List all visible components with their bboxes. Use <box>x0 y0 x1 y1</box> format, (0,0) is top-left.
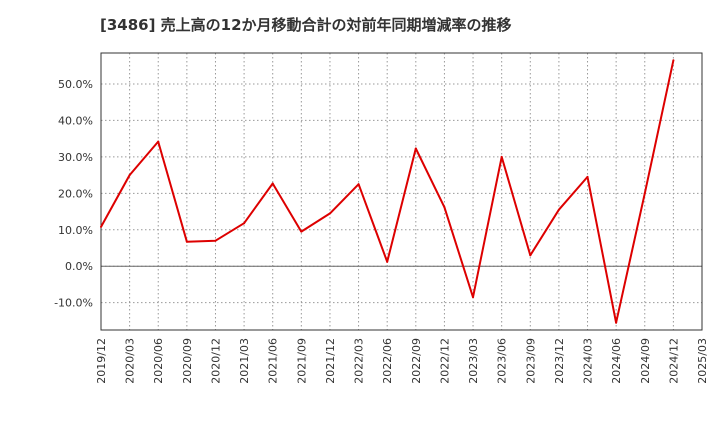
data-point <box>157 140 160 143</box>
x-tick-label: 2024/03 <box>582 338 595 384</box>
y-tick-label: -10.0% <box>54 297 93 310</box>
x-tick-label: 2021/09 <box>295 338 308 384</box>
x-tick-label: 2023/03 <box>467 338 480 384</box>
data-point <box>300 230 303 233</box>
data-point <box>357 183 360 186</box>
data-point <box>100 225 102 228</box>
data-point <box>414 147 417 150</box>
x-tick-label: 2024/06 <box>610 338 623 384</box>
x-tick-label: 2020/03 <box>124 338 137 384</box>
y-tick-label: 10.0% <box>58 224 93 237</box>
x-tick-label: 2019/12 <box>95 338 108 384</box>
data-point <box>586 175 589 178</box>
x-tick-label: 2025/03 <box>696 338 709 384</box>
plot-frame <box>100 52 703 331</box>
data-point <box>615 321 618 324</box>
y-tick-label: 40.0% <box>58 114 93 127</box>
x-tick-label: 2021/06 <box>267 338 280 384</box>
data-point <box>557 208 560 211</box>
x-tick-label: 2024/09 <box>639 338 652 384</box>
x-tick-label: 2023/06 <box>496 338 509 384</box>
data-point <box>472 296 475 299</box>
x-tick-label: 2022/03 <box>353 338 366 384</box>
data-point <box>328 212 331 215</box>
x-tick-label: 2024/12 <box>667 338 680 384</box>
x-tick-label: 2020/06 <box>152 338 165 384</box>
x-tick-label: 2021/03 <box>238 338 251 384</box>
x-tick-label: 2022/09 <box>410 338 423 384</box>
data-point <box>672 59 675 62</box>
data-point <box>214 239 217 242</box>
data-point <box>128 174 131 177</box>
y-tick-label: 30.0% <box>58 151 93 164</box>
data-point <box>443 206 446 209</box>
x-tick-label: 2022/12 <box>438 338 451 384</box>
y-tick-label: 0.0% <box>65 260 93 273</box>
x-tick-label: 2020/09 <box>181 338 194 384</box>
chart-title: [3486] 売上高の12か月移動合計の対前年同期増減率の推移 <box>100 16 512 34</box>
data-point <box>271 182 274 185</box>
data-point <box>185 240 188 243</box>
x-tick-label: 2023/12 <box>553 338 566 384</box>
y-tick-label: 20.0% <box>58 187 93 200</box>
series-line <box>100 60 675 324</box>
data-point <box>529 254 532 257</box>
data-point <box>500 155 503 158</box>
x-tick-label: 2020/12 <box>209 338 222 384</box>
data-point <box>386 260 389 263</box>
data-point <box>243 222 246 225</box>
x-tick-label: 2021/12 <box>324 338 337 384</box>
x-tick-label: 2022/06 <box>381 338 394 384</box>
y-tick-label: 50.0% <box>58 78 93 91</box>
x-tick-label: 2023/09 <box>524 338 537 384</box>
data-point <box>643 192 646 195</box>
